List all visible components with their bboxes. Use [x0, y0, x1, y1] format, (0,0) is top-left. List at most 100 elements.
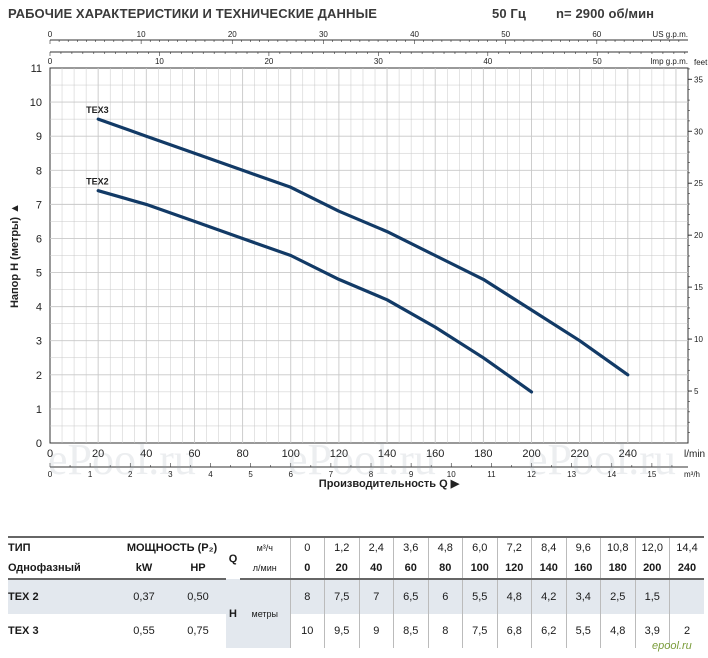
us-gpm-tick-label: 40	[410, 30, 419, 39]
m3h-tick-label: 8	[369, 470, 374, 479]
y-tick-label: 2	[36, 370, 42, 382]
m3h-tick-label: 12	[527, 470, 536, 479]
head-cell: 2,5	[600, 579, 635, 614]
m3h-tick-label: 5	[248, 470, 253, 479]
head-cell: 8	[289, 579, 325, 614]
y-axis-label: Напор H (метры) ▲	[9, 203, 21, 308]
x-tick-label: 0	[47, 448, 53, 460]
q-label: Q	[226, 536, 240, 579]
head-cell: 2	[669, 614, 704, 648]
m3h-cell: 1,2	[324, 536, 359, 558]
m3h-tick-label: 4	[208, 470, 213, 479]
m3h-cell: 9,6	[565, 536, 601, 558]
model-name: TEX 3	[8, 625, 39, 637]
x-tick-label: 200	[522, 448, 540, 460]
h-label: H	[226, 579, 240, 648]
feet-tick-label: 25	[694, 179, 703, 188]
curve-tex3	[96, 117, 630, 377]
y-tick-label: 7	[36, 199, 42, 211]
table-header-row-2: Однофазный kW HP л/мин 0 20 40 60 80 100…	[8, 558, 704, 580]
footer-logo: epool.ru	[652, 640, 692, 652]
m3h-tick-label: 11	[487, 470, 496, 479]
x-unit-label: l/min	[684, 449, 705, 460]
lmin-cell: 80	[427, 558, 463, 580]
lmin-cell: 60	[393, 558, 428, 580]
lmin-cell: 240	[669, 558, 704, 580]
us-gpm-tick-label: 20	[228, 30, 237, 39]
feet-tick-label: 20	[694, 231, 703, 240]
watermark-1: ePool.ru	[48, 435, 196, 484]
x-tick-label: 240	[619, 448, 637, 460]
speed-label: n= 2900 об/мин	[556, 6, 655, 21]
table-row: TEX 3 0,55 0,75 10 9,5 9 8,5 8 7,5 6,8 6…	[8, 614, 704, 648]
table-row: TEX 2 0,37 0,50 H метры 8 7,5 7 6,5 6 5,…	[8, 579, 704, 648]
imp-gpm-tick-label: 0	[48, 57, 53, 66]
lmin-cell: 140	[531, 558, 566, 580]
x-tick-label: 160	[426, 448, 444, 460]
m3h-label: м³/ч	[240, 536, 290, 558]
m3h-tick-label: 9	[409, 470, 414, 479]
kw-value: 0,37	[118, 579, 170, 614]
m3h-cell: 4,8	[427, 536, 463, 558]
x-tick-label: 100	[282, 448, 300, 460]
series-label-tex2: TEX2	[86, 177, 109, 187]
lmin-label: л/мин	[240, 558, 290, 580]
head-cell: 4,2	[531, 579, 566, 614]
hp-value: 0,50	[170, 579, 226, 614]
m3h-tick-label: 6	[289, 470, 294, 479]
us-gpm-tick-label: 0	[48, 30, 53, 39]
head-cell: 6,2	[531, 614, 566, 648]
lmin-cell: 20	[324, 558, 359, 580]
kw-value: 0,55	[133, 625, 155, 637]
head-cell: 6,8	[496, 614, 532, 648]
page-title: РАБОЧИЕ ХАРАКТЕРИСТИКИ И ТЕХНИЧЕСКИЕ ДАН…	[8, 6, 378, 21]
head-cell: 3,4	[565, 579, 601, 614]
x-tick-label: 40	[140, 448, 152, 460]
phase-label: Однофазный	[8, 558, 118, 580]
m3h-tick-label: 10	[447, 470, 456, 479]
m3h-cell: 0	[289, 536, 325, 558]
power-label: МОЩНОСТЬ (P₂)	[118, 536, 226, 558]
type-label: ТИП	[8, 536, 118, 558]
us-gpm-tick-label: 10	[137, 30, 146, 39]
h-unit: метры	[240, 579, 290, 648]
head-cell: 7,5	[462, 614, 497, 648]
m3h-cell: 2,4	[358, 536, 394, 558]
lmin-cell: 160	[565, 558, 601, 580]
head-cell: 8	[427, 614, 463, 648]
y-tick-label: 3	[36, 336, 42, 348]
head-cell: 6	[427, 579, 463, 614]
series-label-tex3: TEX3	[86, 105, 109, 115]
lmin-cell: 180	[600, 558, 635, 580]
lmin-cell: 0	[289, 558, 325, 580]
feet-tick-label: 15	[694, 283, 703, 292]
y-tick-label: 10	[30, 97, 42, 109]
feet-unit-label: feet	[694, 58, 708, 67]
feet-tick-label: 5	[694, 387, 699, 396]
y-tick-label: 0	[36, 438, 42, 450]
lmin-cell: 200	[634, 558, 670, 580]
imp-gpm-unit: Imp g.p.m.	[650, 57, 688, 66]
m3h-tick-label: 14	[607, 470, 616, 479]
m3h-tick-label: 7	[329, 470, 334, 479]
head-cell: 9	[358, 614, 394, 648]
lmin-cell: 100	[462, 558, 497, 580]
imp-gpm-tick-label: 50	[593, 57, 602, 66]
feet-tick-label: 30	[694, 127, 703, 136]
x-tick-label: 220	[570, 448, 588, 460]
m3h-tick-label: 0	[48, 470, 53, 479]
head-cell: 8,5	[393, 614, 428, 648]
y-tick-label: 9	[36, 131, 42, 143]
m3h-tick-label: 2	[128, 470, 133, 479]
head-cell: 4,8	[496, 579, 532, 614]
hp-value: 0,75	[187, 625, 209, 637]
m3h-tick-label: 13	[567, 470, 576, 479]
head-cell: 10	[289, 614, 325, 648]
kw-label: kW	[118, 558, 170, 580]
imp-gpm-tick-label: 20	[264, 57, 273, 66]
us-gpm-tick-label: 60	[592, 30, 601, 39]
x-tick-label: 80	[236, 448, 248, 460]
imp-gpm-tick-label: 40	[483, 57, 492, 66]
y-tick-label: 11	[31, 63, 42, 75]
